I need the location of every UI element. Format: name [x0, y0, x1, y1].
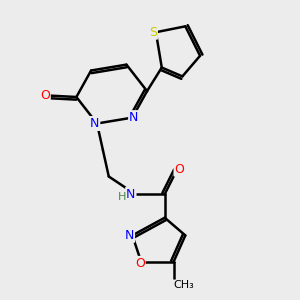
Text: N: N — [126, 188, 136, 201]
Text: N: N — [129, 111, 139, 124]
Text: H: H — [118, 192, 126, 202]
Text: O: O — [175, 163, 184, 176]
Text: O: O — [40, 89, 50, 102]
Text: N: N — [125, 229, 134, 242]
Text: O: O — [135, 257, 145, 270]
Text: N: N — [90, 117, 99, 130]
Text: S: S — [149, 26, 157, 39]
Text: CH₃: CH₃ — [173, 280, 194, 290]
